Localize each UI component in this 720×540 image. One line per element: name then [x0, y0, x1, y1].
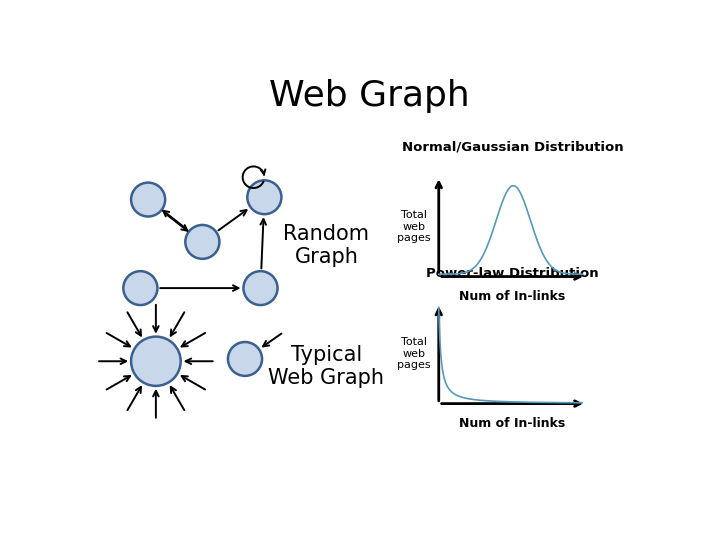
Text: Normal/Gaussian Distribution: Normal/Gaussian Distribution	[402, 140, 624, 153]
Text: Num of In-links: Num of In-links	[459, 417, 565, 430]
Circle shape	[248, 180, 282, 214]
Circle shape	[131, 336, 181, 386]
Text: Web Graph: Web Graph	[269, 79, 469, 113]
Circle shape	[123, 271, 158, 305]
Circle shape	[243, 271, 277, 305]
Text: Random
Graph: Random Graph	[284, 224, 369, 267]
Circle shape	[228, 342, 262, 376]
Text: Total
web
pages: Total web pages	[397, 337, 431, 370]
Text: Power-law Distribution: Power-law Distribution	[426, 267, 599, 280]
Circle shape	[185, 225, 220, 259]
Text: Total
web
pages: Total web pages	[397, 210, 431, 243]
Text: Num of In-links: Num of In-links	[459, 291, 565, 303]
Text: Typical
Web Graph: Typical Web Graph	[269, 345, 384, 388]
Circle shape	[131, 183, 165, 217]
